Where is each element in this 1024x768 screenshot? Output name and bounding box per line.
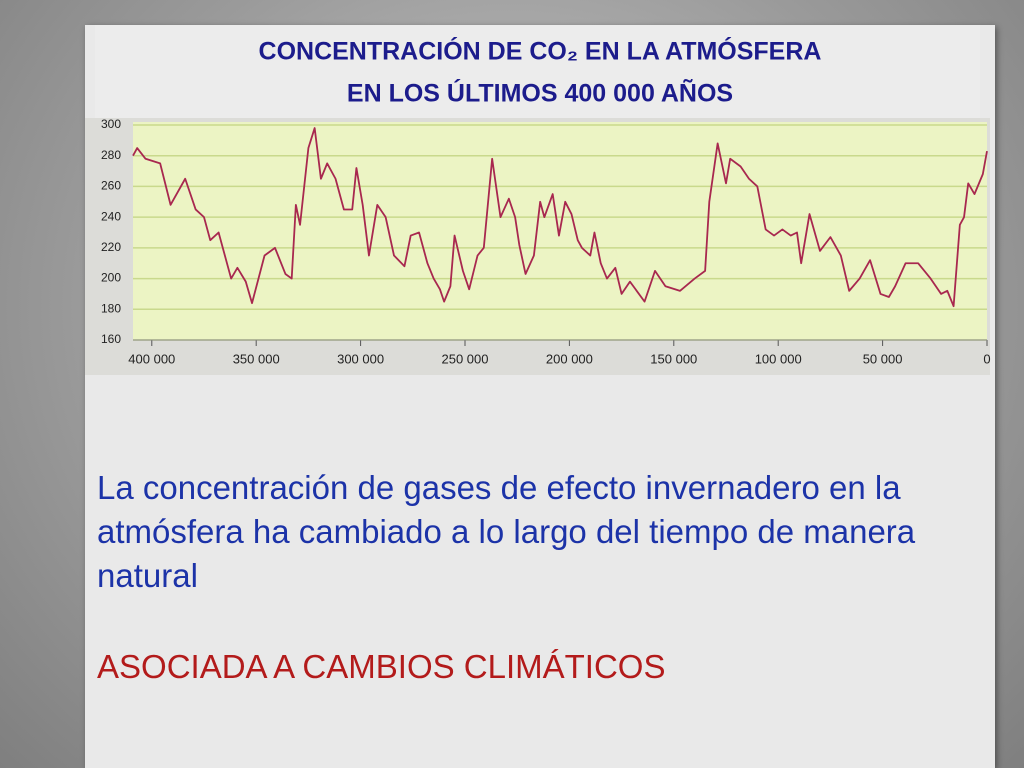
body-text: La concentración de gases de efecto inve… [97, 469, 916, 594]
x-tick-label: 50 000 [863, 351, 903, 366]
y-tick-label: 300 [101, 117, 121, 131]
chart: CONCENTRACIÓN DE CO₂ EN LA ATMÓSFERA EN … [85, 25, 991, 375]
title-box [95, 25, 980, 118]
data-line [132, 127, 988, 308]
x-tick-label: 150 000 [650, 351, 697, 366]
x-tick-label: 400 000 [128, 351, 175, 366]
x-tick-label: 200 000 [546, 351, 593, 366]
x-tick-label: 100 000 [755, 351, 802, 366]
x-tick-label: 300 000 [337, 351, 384, 366]
y-tick-label: 260 [101, 179, 121, 193]
y-tick-label: 280 [101, 148, 121, 162]
x-tick-label: 0 [983, 351, 990, 366]
y-tick-label: 180 [101, 301, 121, 315]
chart-title: CONCENTRACIÓN DE CO₂ EN LA ATMÓSFERA [259, 36, 822, 66]
chart-subtitle: EN LOS ÚLTIMOS 400 000 AÑOS [347, 78, 733, 108]
y-tick-label: 200 [101, 271, 121, 285]
highlight-text: ASOCIADA A CAMBIOS CLIMÁTICOS [97, 648, 666, 685]
y-tick-label: 160 [101, 332, 121, 346]
y-tick-label: 240 [101, 209, 121, 223]
y-tick-label: 220 [101, 240, 121, 254]
x-tick-label: 250 000 [441, 351, 488, 366]
x-tick-label: 350 000 [233, 351, 280, 366]
